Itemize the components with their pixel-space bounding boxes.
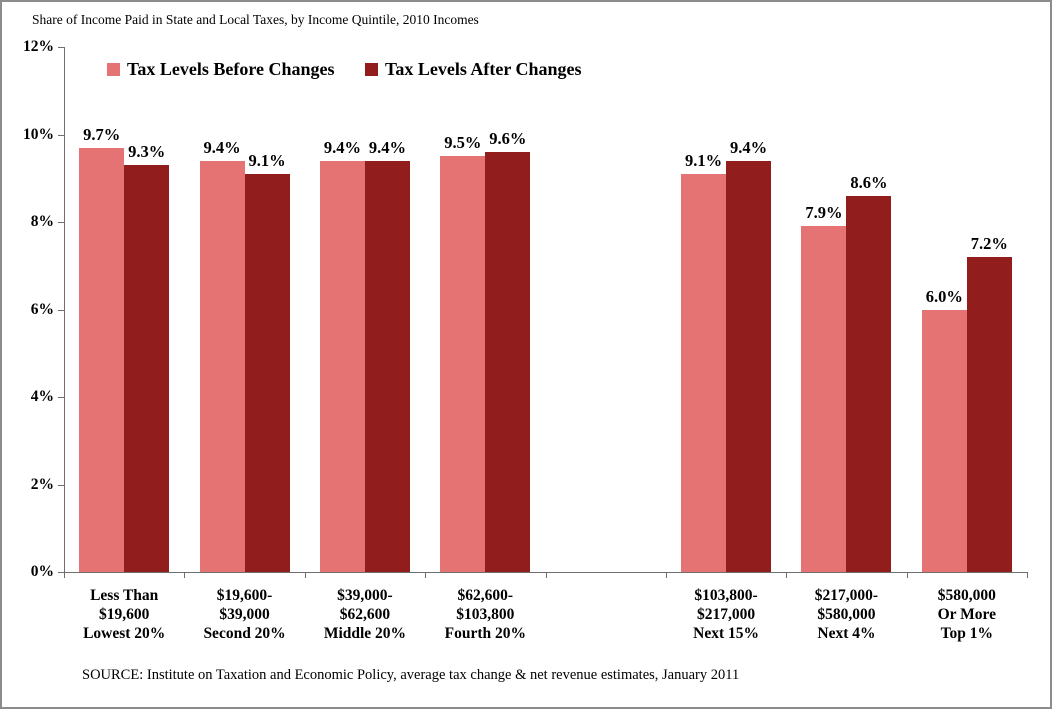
y-axis-tick-label: 12% (23, 38, 54, 55)
x-axis-category-line: Next 4% (817, 625, 876, 642)
value-label-after-4: 9.4% (730, 137, 768, 157)
value-label-after-2: 9.4% (368, 137, 406, 157)
legend-item-before: Tax Levels Before Changes (107, 59, 335, 80)
value-label-after-0: 9.3% (128, 142, 166, 162)
y-axis-tick (58, 47, 64, 48)
bar-after-3 (485, 152, 531, 572)
bar-after-4 (726, 160, 772, 572)
x-axis-tick (64, 572, 65, 578)
value-label-before-4: 9.1% (685, 150, 723, 170)
x-axis-category-line: $103,800- (694, 587, 758, 604)
x-axis-tick (304, 572, 306, 578)
x-axis-category-line: Top 1% (940, 625, 994, 642)
x-axis-category-label-4: $103,800- $217,000 Next 15% (646, 586, 806, 643)
bar-before-0 (79, 147, 125, 572)
y-axis-tick (58, 572, 64, 573)
x-axis-category-label-2: $39,000- $62,600 Middle 20% (285, 586, 445, 643)
value-label-after-1: 9.1% (248, 150, 286, 170)
x-axis-tick (786, 572, 788, 578)
y-axis-tick (58, 397, 64, 398)
x-axis-category-line: Second 20% (203, 625, 286, 642)
x-axis-category-line: $62,600 (339, 606, 391, 623)
x-axis-tick (665, 572, 667, 578)
bar-before-4 (681, 173, 727, 572)
legend-swatch-after-icon (365, 63, 378, 76)
x-axis-category-line: $217,000- (814, 587, 879, 604)
bar-before-3 (440, 156, 486, 572)
source-note: SOURCE: Institute on Taxation and Econom… (82, 667, 740, 683)
x-axis-category-line: $62,600- (457, 587, 514, 604)
y-axis-tick (58, 484, 64, 486)
x-axis-category-line: Lowest 20% (83, 625, 166, 642)
chart-title: Share of Income Paid in State and Local … (32, 12, 479, 27)
x-axis-category-line: $217,000 (697, 606, 756, 623)
value-label-before-2: 9.4% (323, 137, 361, 157)
x-axis-category-line: Less Than (90, 587, 159, 604)
y-axis-tick (58, 222, 64, 223)
value-label-before-6: 6.0% (925, 286, 963, 306)
x-axis-tick (1027, 572, 1028, 578)
x-axis-category-line: Or More (937, 606, 996, 623)
x-axis-tick (906, 572, 908, 578)
x-axis-category-label-5: $217,000- $580,000 Next 4% (766, 586, 926, 643)
x-axis-category-line: $39,000 (219, 606, 270, 623)
bar-before-5 (801, 226, 847, 572)
x-axis-category-line: $103,800 (456, 606, 515, 623)
y-axis-tick (58, 134, 64, 136)
x-axis-category-line: $19,600- (216, 587, 273, 604)
x-axis-category-label-1: $19,600- $39,000 Second 20% (165, 586, 325, 643)
bar-after-6 (966, 257, 1012, 572)
y-axis-tick-label: 2% (30, 475, 54, 493)
x-axis-category-line: $580,000 (937, 587, 996, 604)
x-axis-category-line: $580,000 (817, 606, 876, 623)
x-axis-category-label-0: Less Than $19,600 Lowest 20% (44, 586, 204, 643)
bar-after-0 (124, 165, 170, 572)
y-axis-line (64, 47, 65, 572)
value-label-before-1: 9.4% (203, 137, 241, 157)
value-label-before-0: 9.7% (83, 124, 121, 144)
value-label-before-3: 9.5% (444, 133, 482, 153)
x-axis-tick (545, 572, 547, 578)
x-axis-category-line: $39,000- (337, 587, 393, 604)
y-axis-tick (58, 309, 64, 311)
x-axis-category-line: Middle 20% (323, 625, 407, 642)
bar-after-1 (244, 173, 290, 572)
value-label-after-5: 8.6% (850, 172, 888, 192)
legend-label-after: Tax Levels After Changes (385, 59, 582, 79)
y-axis-tick-label: 4% (30, 388, 54, 405)
x-axis-tick (425, 572, 427, 578)
value-label-after-6: 7.2% (970, 234, 1008, 253)
bar-before-2 (319, 160, 365, 572)
x-axis-category-line: Fourth 20% (444, 625, 526, 642)
y-axis-tick-label: 0% (30, 563, 54, 580)
x-axis-category-line: Next 15% (693, 625, 759, 642)
y-axis-tick-label: 10% (23, 125, 54, 143)
x-axis-category-label-6: $580,000 Or More Top 1% (887, 586, 1047, 643)
x-axis-category-label-3: $62,600- $103,800 Fourth 20% (405, 586, 565, 643)
x-axis-category-line: $19,600 (99, 606, 150, 623)
y-axis-tick-label: 6% (30, 300, 54, 318)
bar-before-6 (921, 309, 967, 572)
bar-before-1 (199, 160, 245, 572)
bar-after-2 (364, 160, 410, 572)
x-axis-tick (184, 572, 186, 578)
bar-after-5 (846, 195, 892, 572)
legend-label-before: Tax Levels Before Changes (127, 59, 335, 79)
legend-swatch-before-icon (107, 63, 120, 76)
legend-item-after: Tax Levels After Changes (365, 59, 582, 80)
value-label-before-5: 7.9% (805, 203, 843, 223)
value-label-after-3: 9.6% (489, 129, 527, 148)
y-axis-tick-label: 8% (30, 213, 54, 230)
